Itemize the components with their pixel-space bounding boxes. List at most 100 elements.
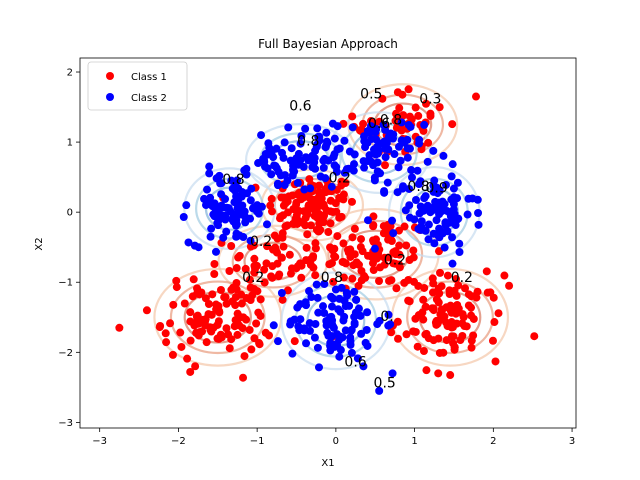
data-point [375, 276, 384, 285]
data-point [449, 332, 458, 341]
data-point [352, 295, 361, 304]
y-tick-label: 2 [67, 68, 73, 79]
data-point [273, 337, 282, 346]
data-point [246, 196, 255, 205]
data-point [232, 192, 241, 201]
data-point [313, 124, 322, 133]
data-point [219, 203, 228, 212]
contour-label: 0.8 [222, 172, 244, 188]
data-point [388, 369, 397, 378]
data-point [407, 166, 416, 175]
data-point [277, 253, 286, 262]
data-point [210, 259, 219, 268]
data-point [473, 195, 482, 204]
data-point [280, 171, 289, 180]
data-point [305, 193, 314, 202]
data-point [438, 229, 447, 238]
data-point [410, 215, 419, 224]
data-point [432, 316, 441, 325]
data-point [321, 174, 330, 183]
data-point [320, 154, 329, 163]
data-point [381, 125, 390, 134]
data-point [362, 325, 371, 334]
data-point [339, 195, 348, 204]
data-point [413, 342, 422, 351]
data-point [257, 202, 266, 211]
x-tick-label: 2 [490, 436, 496, 447]
data-point [242, 164, 251, 173]
data-point [246, 283, 255, 292]
data-point [212, 247, 221, 256]
data-point [387, 237, 396, 246]
data-point [428, 288, 437, 297]
data-point [205, 162, 214, 171]
data-point [375, 386, 384, 395]
data-point [214, 317, 223, 326]
data-point [400, 278, 409, 287]
data-point [474, 220, 483, 229]
data-point [357, 235, 366, 244]
data-point [429, 146, 438, 155]
data-point [424, 220, 433, 229]
data-point [430, 205, 439, 214]
x-tick-label: 1 [411, 436, 417, 447]
data-point [384, 310, 393, 319]
data-point [324, 228, 333, 237]
data-point [280, 138, 289, 147]
data-point [271, 243, 280, 252]
data-point [115, 323, 124, 332]
data-point [439, 348, 448, 357]
data-point [186, 336, 195, 345]
data-point [239, 233, 248, 242]
data-point [202, 338, 211, 347]
data-point [350, 224, 359, 233]
data-point [453, 178, 462, 187]
data-point [288, 349, 297, 358]
data-point [322, 206, 331, 215]
data-point [302, 339, 311, 348]
data-point [168, 350, 177, 359]
data-point [228, 297, 237, 306]
data-point [467, 311, 476, 320]
data-point [220, 293, 229, 302]
data-point [387, 276, 396, 285]
data-point [186, 367, 195, 376]
data-point [245, 325, 254, 334]
data-point [307, 293, 316, 302]
data-point [443, 322, 452, 331]
data-point [233, 176, 242, 185]
data-point [434, 298, 443, 307]
data-point [433, 198, 442, 207]
data-point [270, 231, 279, 240]
data-point [325, 260, 334, 269]
data-point [459, 313, 468, 322]
data-point [246, 236, 255, 245]
data-point [327, 319, 336, 328]
contour-label: 0.2 [451, 270, 473, 286]
data-point [172, 276, 181, 285]
data-point [341, 178, 350, 187]
data-point [330, 252, 339, 261]
legend-label-class-2: Class 2 [131, 93, 167, 104]
data-point [420, 194, 429, 203]
data-point [329, 277, 338, 286]
contour-label: 0.8 [321, 270, 343, 286]
data-point [221, 195, 230, 204]
data-point [200, 320, 209, 329]
data-point [177, 342, 186, 351]
data-point [381, 161, 390, 170]
data-point [245, 275, 254, 284]
data-point [424, 138, 433, 147]
data-point [390, 150, 399, 159]
data-point [435, 289, 444, 298]
data-point [488, 336, 497, 345]
data-point [183, 354, 192, 363]
data-point [395, 104, 404, 113]
data-point [315, 192, 324, 201]
data-point [359, 157, 368, 166]
data-point [327, 292, 336, 301]
data-point [339, 258, 348, 267]
contour-label: 0.5 [374, 375, 396, 391]
contour-label: 0.6 [344, 354, 366, 370]
legend: Class 1 Class 2 [87, 61, 188, 111]
